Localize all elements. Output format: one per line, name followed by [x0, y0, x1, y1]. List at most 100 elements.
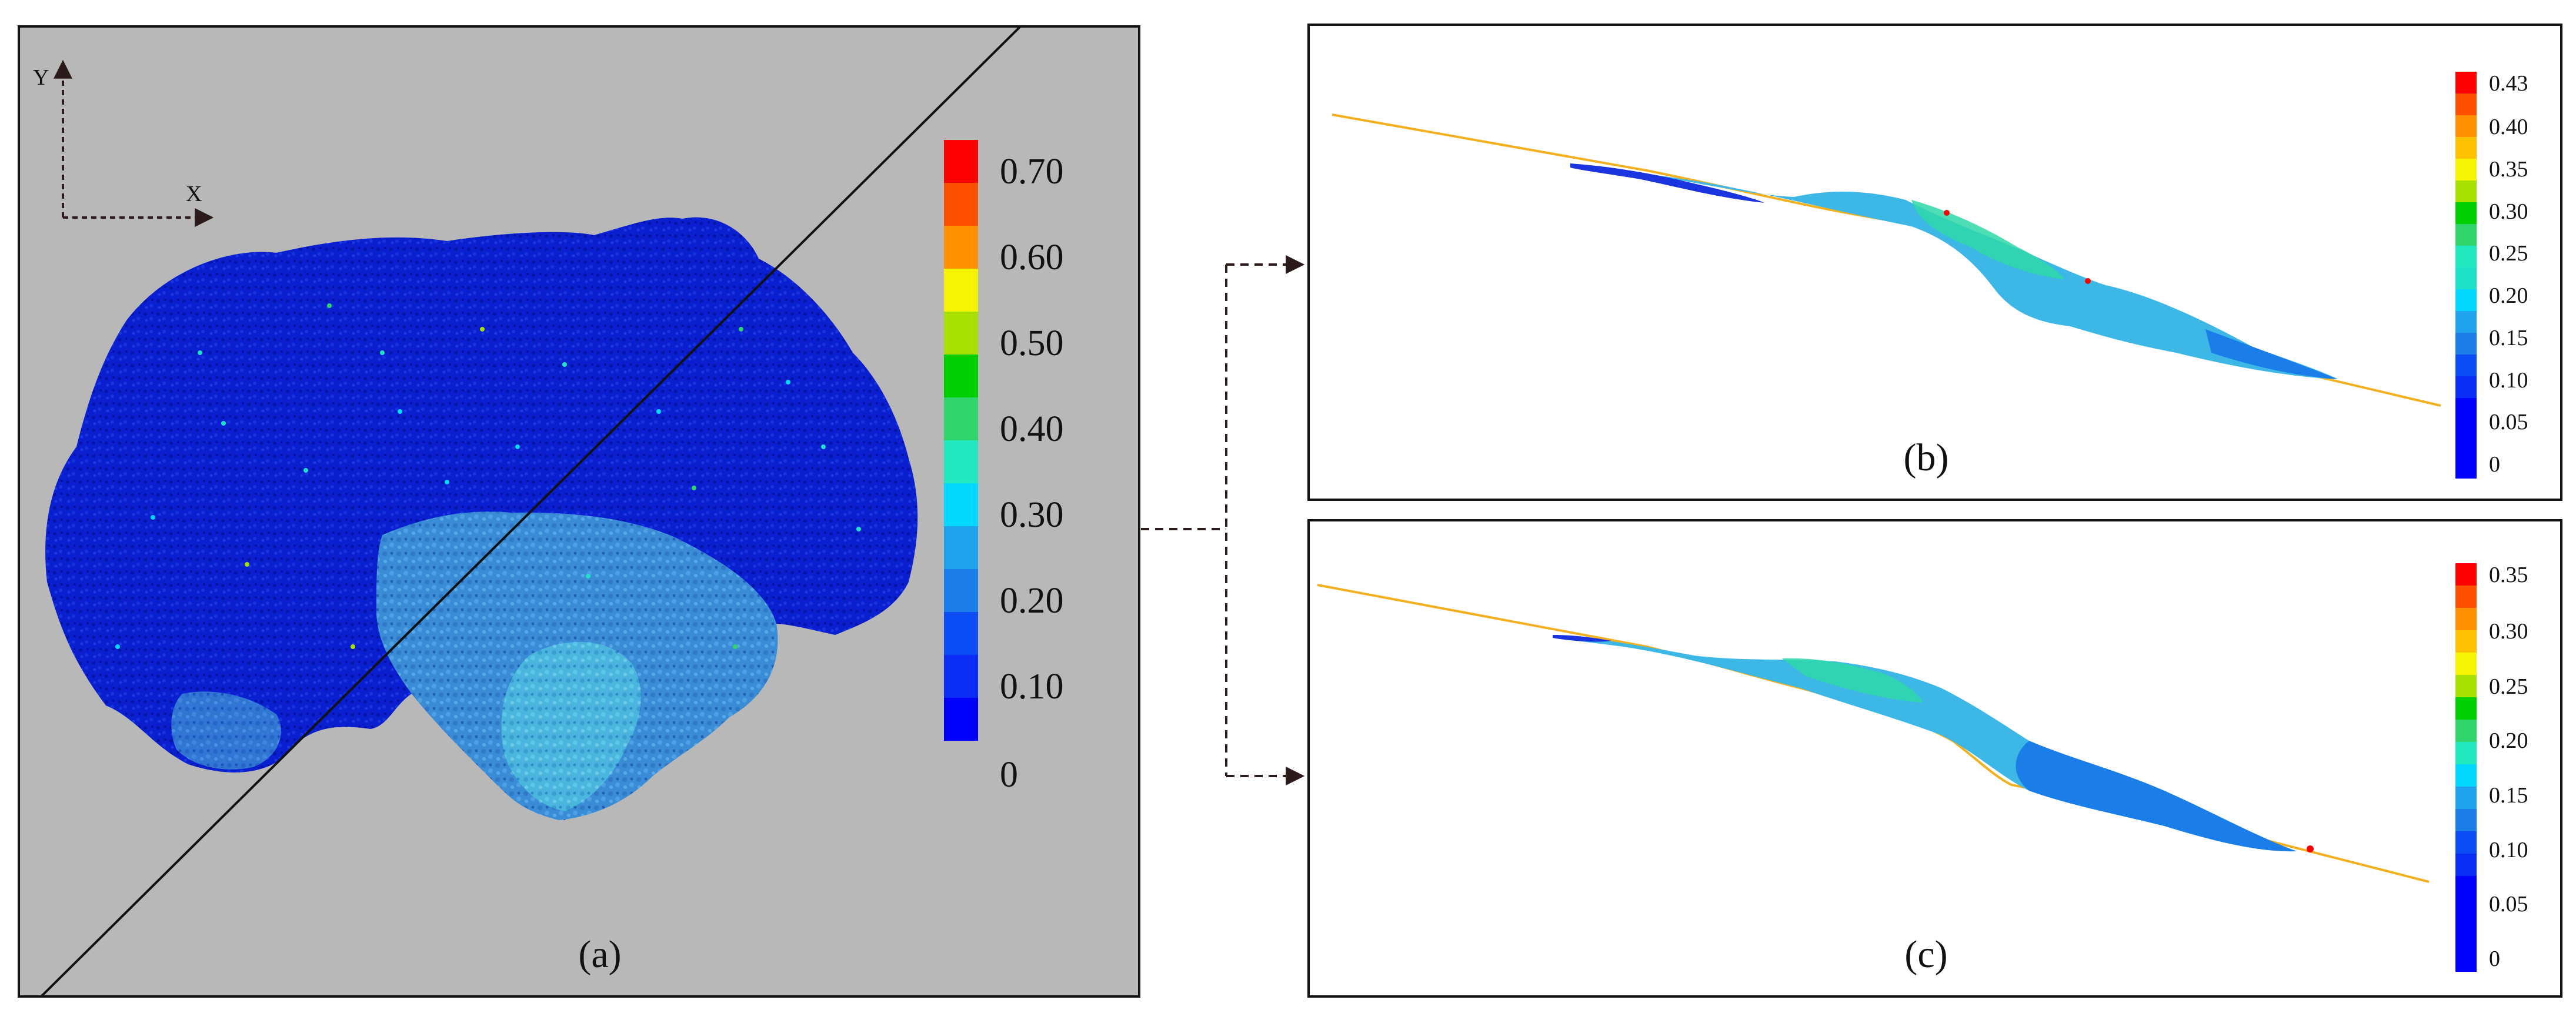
colorbar-c-cell — [2455, 898, 2477, 972]
colorbar-a-cell — [944, 483, 978, 526]
red-particle — [2085, 278, 2091, 284]
panel-c: 0.35 0.30 0.25 0.20 0.15 0.10 0.05 0 (c) — [1307, 519, 2562, 998]
colorbar-c-cell — [2455, 563, 2477, 586]
red-particle — [2307, 845, 2314, 852]
colorbar-c-tick: 0.15 — [2489, 783, 2528, 808]
colorbar-b-tick: 0.35 — [2489, 157, 2528, 182]
colorbar-c-cell — [2455, 653, 2477, 675]
colorbar-b-cell — [2455, 159, 2477, 180]
deposit-blue-toe-b — [2205, 329, 2338, 379]
colorbar-a-tick: 0.30 — [1000, 495, 1064, 535]
colorbar-c-cell — [2455, 675, 2477, 697]
colorbar-b-cell — [2455, 420, 2477, 479]
colorbar-a-cell — [944, 569, 978, 612]
colorbar-b-cell — [2455, 224, 2477, 246]
colorbar-a-tick: 0 — [1000, 755, 1018, 795]
colorbar-b-cell — [2455, 180, 2477, 202]
colorbar-b-tick: 0.10 — [2489, 368, 2528, 393]
colorbar-a: 0.70 0.60 0.50 0.40 0.30 0.20 0.10 0 — [944, 140, 1064, 795]
colorbar-c-tick: 0.30 — [2489, 619, 2528, 644]
colorbar-a-tick: 0.70 — [1000, 152, 1064, 192]
deposit-left-lobe-mid — [171, 691, 281, 770]
colorbar-c-cell — [2455, 876, 2477, 898]
colorbar-b-cell — [2455, 333, 2477, 355]
colorbar-b-cell — [2455, 376, 2477, 398]
deposit-dark-head-c — [1553, 635, 1611, 642]
colorbar-b-cell — [2455, 137, 2477, 159]
colorbar-b-cell — [2455, 202, 2477, 224]
colorbar-c: 0.35 0.30 0.25 0.20 0.15 0.10 0.05 0 — [2455, 563, 2528, 972]
colorbar-c-tick: 0 — [2489, 947, 2500, 971]
panel-b-frame — [1307, 24, 2562, 501]
colorbar-c-cell — [2455, 809, 2477, 831]
colorbar-b-cell — [2455, 246, 2477, 267]
colorbar-a-tick: 0.10 — [1000, 667, 1064, 707]
colorbar-c-cell — [2455, 854, 2477, 876]
deposit-core-light — [501, 642, 641, 811]
colorbar-b-tick: 0 — [2489, 452, 2500, 477]
colorbar-c-cell — [2455, 697, 2477, 720]
colorbar-a-cell — [944, 655, 978, 698]
colorbar-a-cell — [944, 612, 978, 655]
deposit-green-zone-b — [1911, 200, 2064, 279]
panel-a-label: (a) — [578, 933, 621, 976]
colorbar-c-cell — [2455, 608, 2477, 630]
scattered-particles — [115, 303, 861, 649]
colorbar-c-tick: 0.35 — [2489, 563, 2528, 587]
colorbar-c-tick: 0.05 — [2489, 892, 2528, 917]
colorbar-c-tick: 0.25 — [2489, 674, 2528, 699]
colorbar-a-cell — [944, 355, 978, 397]
colorbar-b-tick: 0.05 — [2489, 410, 2528, 434]
colorbar-b-cell — [2455, 267, 2477, 289]
panel-c-frame — [1307, 519, 2562, 998]
colorbar-b-cell — [2455, 289, 2477, 311]
x-axis-label: X — [186, 182, 202, 206]
colorbar-b: 0.43 0.40 0.35 0.30 0.25 0.20 0.15 0.10 … — [2455, 71, 2528, 479]
colorbar-a-tick: 0.40 — [1000, 409, 1064, 449]
colorbar-c-tick: 0.10 — [2489, 838, 2528, 862]
colorbar-c-cell — [2455, 787, 2477, 809]
colorbar-a-tick: 0.60 — [1000, 238, 1064, 277]
colorbar-c-cell — [2455, 586, 2477, 608]
panel-b: 0.43 0.40 0.35 0.30 0.25 0.20 0.15 0.10 … — [1307, 24, 2562, 501]
colorbar-b-tick: 0.30 — [2489, 199, 2528, 224]
landslide-deposit-b — [1570, 163, 2338, 379]
connector-arrows — [1141, 255, 1305, 785]
colorbar-b-cell — [2455, 72, 2477, 93]
colorbar-b-tick: 0.43 — [2489, 71, 2528, 96]
colorbar-c-cell — [2455, 720, 2477, 742]
slope-profile-b — [1332, 113, 2441, 407]
colorbar-a-cell — [944, 312, 978, 355]
axis-indicator: Y X — [33, 59, 214, 227]
colorbar-c-cell — [2455, 630, 2477, 653]
colorbar-a-cell — [944, 269, 978, 312]
slope-profile-c — [1317, 584, 2430, 883]
colorbar-a-tick: 0.50 — [1000, 323, 1064, 363]
particle-mass-plan-view — [45, 217, 918, 821]
panel-b-label: (b) — [1904, 436, 1949, 479]
colorbar-c-tick: 0.20 — [2489, 728, 2528, 753]
colorbar-b-cell — [2455, 115, 2477, 137]
colorbar-a-tick: 0.20 — [1000, 581, 1064, 621]
panel-a: Y X 0.70 0.60 0.50 0.40 0.30 0.20 0.10 — [18, 25, 1140, 998]
deposit-dark-head-b — [1570, 163, 1764, 203]
colorbar-a-cell — [944, 440, 978, 483]
section-line — [40, 26, 1022, 996]
colorbar-c-cell — [2455, 742, 2477, 764]
colorbar-b-tick: 0.25 — [2489, 241, 2528, 266]
colorbar-b-tick: 0.15 — [2489, 326, 2528, 350]
colorbar-a-cell — [944, 698, 978, 741]
colorbar-a-cell — [944, 183, 978, 226]
colorbar-a-cell — [944, 140, 978, 183]
colorbar-b-cell — [2455, 355, 2477, 376]
deposit-green-zone-c — [1782, 658, 1923, 703]
colorbar-b-cell — [2455, 398, 2477, 420]
colorbar-a-cell — [944, 397, 978, 440]
colorbar-c-cell — [2455, 831, 2477, 854]
red-particle — [1944, 210, 1950, 216]
deposit-blue-toe-c — [2016, 741, 2297, 852]
colorbar-b-tick: 0.40 — [2489, 115, 2528, 139]
panel-c-label: (c) — [1904, 933, 1947, 976]
colorbar-b-cell — [2455, 93, 2477, 115]
